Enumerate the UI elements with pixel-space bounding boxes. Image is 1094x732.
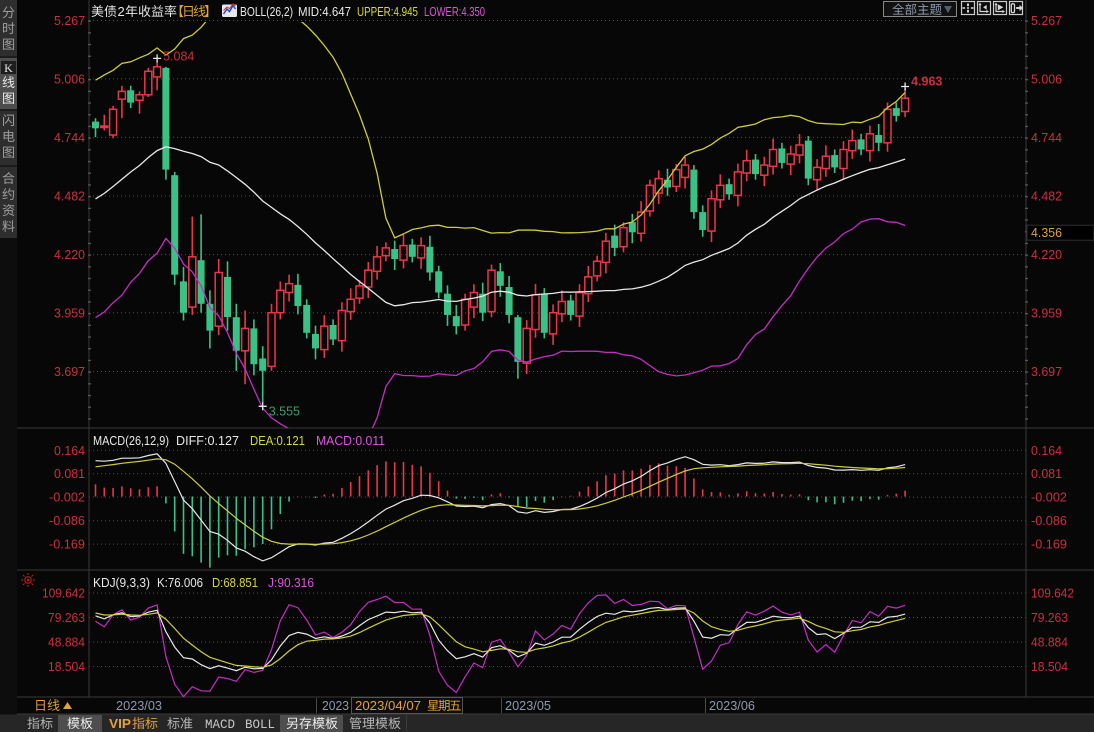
- svg-text:5.084: 5.084: [163, 49, 194, 63]
- svg-text:4.482: 4.482: [54, 189, 85, 204]
- svg-text:5.267: 5.267: [54, 13, 85, 28]
- svg-text:4.963: 4.963: [911, 75, 942, 89]
- svg-text:DIFF:0.127: DIFF:0.127: [176, 433, 239, 448]
- svg-text:2023: 2023: [322, 698, 349, 713]
- svg-text:18.504: 18.504: [1031, 660, 1068, 674]
- svg-text:2: 2: [118, 4, 125, 19]
- svg-text:4.744: 4.744: [1031, 130, 1062, 145]
- svg-text:0.081: 0.081: [1031, 467, 1062, 481]
- svg-text:4.220: 4.220: [54, 247, 85, 262]
- svg-text:-0.086: -0.086: [49, 514, 85, 528]
- svg-text:-0.002: -0.002: [1031, 491, 1067, 505]
- svg-text:-0.169: -0.169: [1031, 538, 1067, 552]
- svg-text:-0.169: -0.169: [49, 538, 85, 552]
- svg-text:5.006: 5.006: [54, 71, 85, 86]
- svg-text:LOWER:4.350: LOWER:4.350: [424, 4, 485, 19]
- svg-text:4.356: 4.356: [1031, 225, 1062, 240]
- svg-text:D:68.851: D:68.851: [212, 575, 258, 590]
- svg-text:UPPER:4.945: UPPER:4.945: [357, 4, 418, 19]
- svg-text:BOLL: BOLL: [245, 718, 275, 732]
- svg-text:4.482: 4.482: [1031, 189, 1062, 204]
- svg-text:3.959: 3.959: [1031, 305, 1062, 320]
- svg-text:0.164: 0.164: [1031, 444, 1062, 458]
- svg-text:J:90.316: J:90.316: [268, 575, 314, 590]
- svg-text:109.642: 109.642: [1031, 587, 1074, 601]
- svg-text:5.267: 5.267: [1031, 13, 1062, 28]
- svg-text:MACD:0.011: MACD:0.011: [316, 433, 385, 448]
- svg-text:2023/06: 2023/06: [709, 698, 755, 713]
- svg-text:2023/04/07: 2023/04/07: [355, 698, 421, 713]
- svg-text:18.504: 18.504: [48, 660, 85, 674]
- svg-text:79.263: 79.263: [1031, 611, 1068, 625]
- svg-text:KDJ(9,3,3): KDJ(9,3,3): [93, 575, 150, 590]
- svg-text:DEA:0.121: DEA:0.121: [250, 433, 305, 448]
- svg-text:5.006: 5.006: [1031, 71, 1062, 86]
- svg-text:2023/05: 2023/05: [505, 698, 551, 713]
- svg-text:0.081: 0.081: [54, 467, 85, 481]
- svg-text:48.884: 48.884: [48, 636, 85, 650]
- svg-text:3.697: 3.697: [54, 364, 85, 379]
- svg-text:79.263: 79.263: [48, 611, 85, 625]
- svg-text:3.555: 3.555: [269, 404, 300, 418]
- svg-text:48.884: 48.884: [1031, 636, 1068, 650]
- svg-text:VIP: VIP: [109, 717, 131, 731]
- svg-text:MACD(26,12,9): MACD(26,12,9): [93, 433, 169, 448]
- svg-text:4.744: 4.744: [54, 130, 85, 145]
- svg-text:3.697: 3.697: [1031, 364, 1062, 379]
- svg-text:-0.002: -0.002: [49, 491, 85, 505]
- svg-text:3.959: 3.959: [54, 305, 85, 320]
- svg-text:0.164: 0.164: [54, 444, 85, 458]
- svg-text:BOLL(26,2): BOLL(26,2): [240, 4, 293, 19]
- svg-text:MACD: MACD: [205, 718, 235, 732]
- svg-text:K: K: [4, 61, 13, 75]
- svg-text:109.642: 109.642: [42, 587, 85, 601]
- svg-text:K:76.006: K:76.006: [157, 575, 203, 590]
- svg-text:4.220: 4.220: [1031, 247, 1062, 262]
- svg-text:2023/03: 2023/03: [116, 698, 162, 713]
- svg-text:-0.086: -0.086: [1031, 514, 1067, 528]
- svg-text:MID:4.647: MID:4.647: [298, 4, 351, 19]
